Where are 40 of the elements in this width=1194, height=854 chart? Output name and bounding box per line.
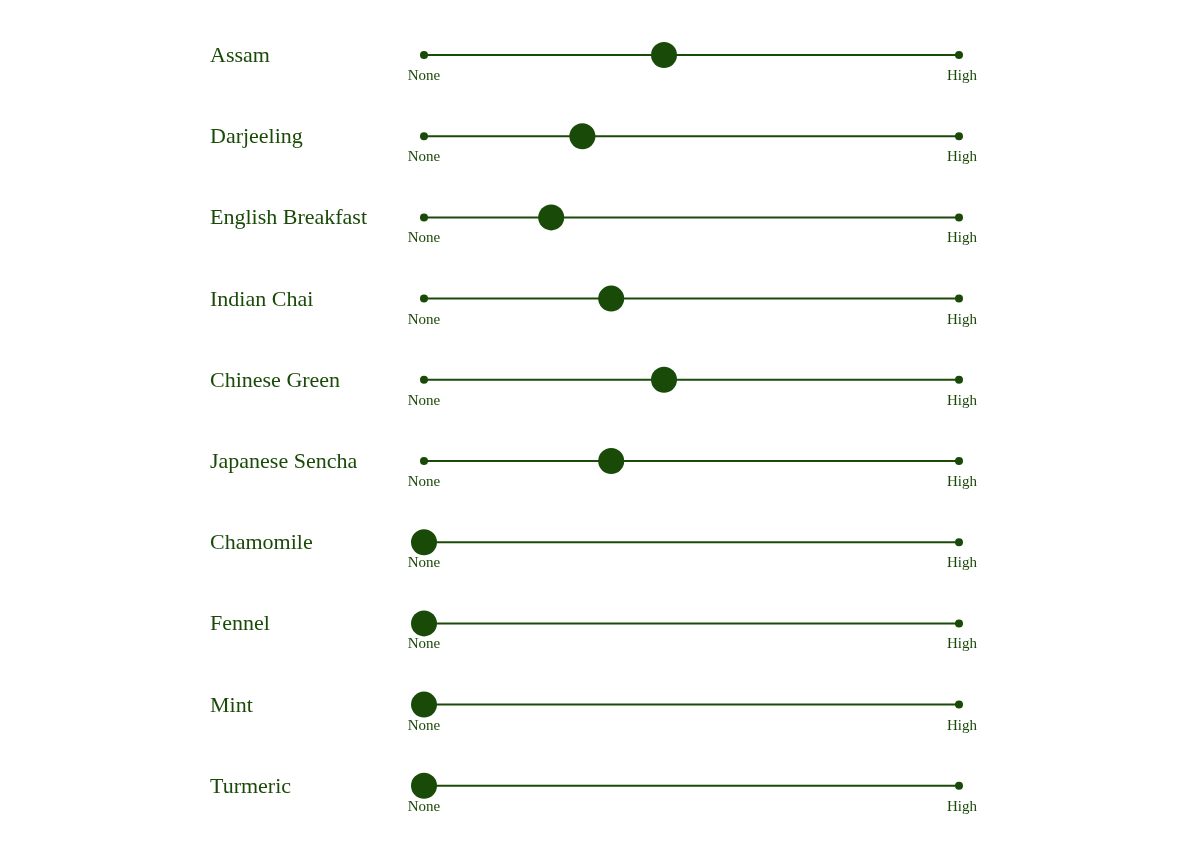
text: High [947,67,978,83]
text: None [407,310,441,327]
y-tick-label: Japanese Sencha [210,448,358,473]
point [411,772,437,799]
text: High [947,148,977,165]
y-tick-label: Mint [210,691,253,717]
text: None [407,797,441,814]
text: None [407,635,441,652]
text: High [947,797,977,814]
point [598,285,625,312]
text: High [947,391,977,408]
text: None [407,148,441,165]
text: High [947,554,977,571]
y-tick-label: Indian Chai [210,285,314,311]
text: None [407,473,441,489]
point [651,42,677,68]
point [598,448,625,474]
text: None [407,716,441,733]
text: High [947,473,977,489]
y-tick-label: Turmeric [210,772,292,798]
y-tick-label: Darjeeling [210,123,303,149]
point [569,123,596,150]
y-tick-label: Assam [210,42,270,67]
y-tick-label: Fennel [210,610,270,636]
y-tick-label: Chinese Green [210,366,341,392]
y-tick-label: English Breakfast [210,204,368,230]
point [411,610,437,637]
text: High [947,229,977,246]
point [411,691,437,718]
text: None [407,554,441,571]
point [651,366,677,393]
text: None [407,229,441,246]
text: High [947,310,977,327]
annotation: None [407,67,441,83]
text: High [947,716,977,733]
y-tick-label: Chamomile [210,529,313,555]
text: High [947,635,977,652]
text: None [407,391,441,408]
point [538,204,565,231]
point [411,529,437,556]
